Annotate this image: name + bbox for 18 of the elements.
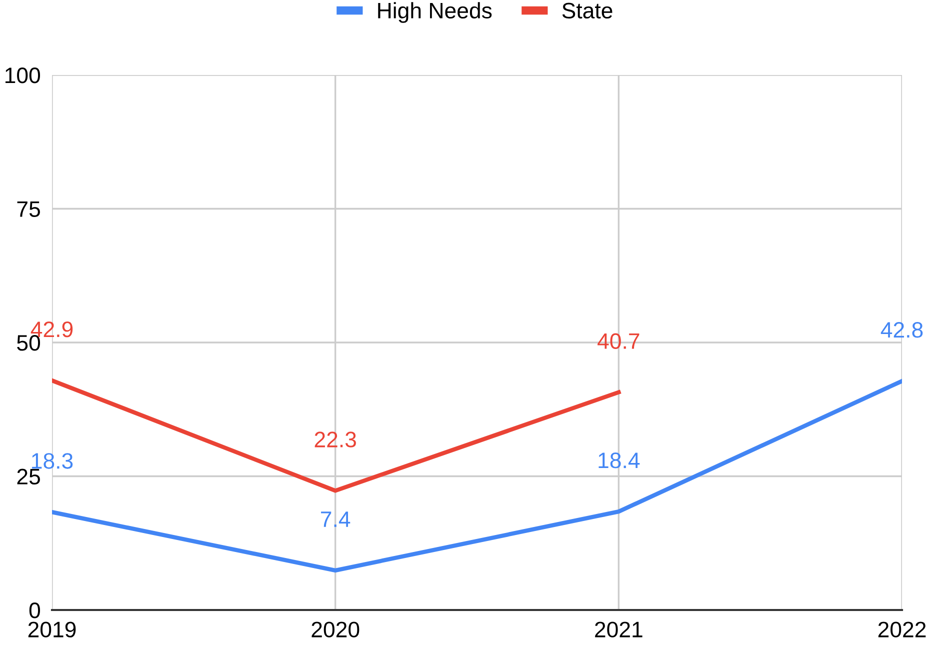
x-tick-label: 2020 — [312, 622, 360, 638]
y-tick-label: 0 — [29, 602, 40, 618]
data-label: 42.9 — [30, 321, 73, 338]
y-tick-label: 50 — [17, 335, 40, 351]
data-label: 40.7 — [598, 333, 640, 349]
legend-label: State — [562, 2, 612, 19]
data-label: 22.3 — [314, 432, 356, 448]
data-label: 18.3 — [32, 453, 73, 469]
x-tick-label: 2021 — [595, 622, 642, 638]
y-tick-label: 100 — [6, 68, 40, 84]
x-tick-label: 2019 — [28, 622, 76, 638]
x-tick-label: 2022 — [878, 622, 926, 638]
data-label: 7.4 — [321, 512, 350, 527]
data-label: 42.8 — [880, 322, 923, 338]
legend-label: High Needs — [378, 2, 492, 23]
y-tick-label: 25 — [17, 468, 40, 485]
data-label: 18.4 — [598, 452, 640, 468]
y-tick-label: 75 — [17, 202, 40, 218]
